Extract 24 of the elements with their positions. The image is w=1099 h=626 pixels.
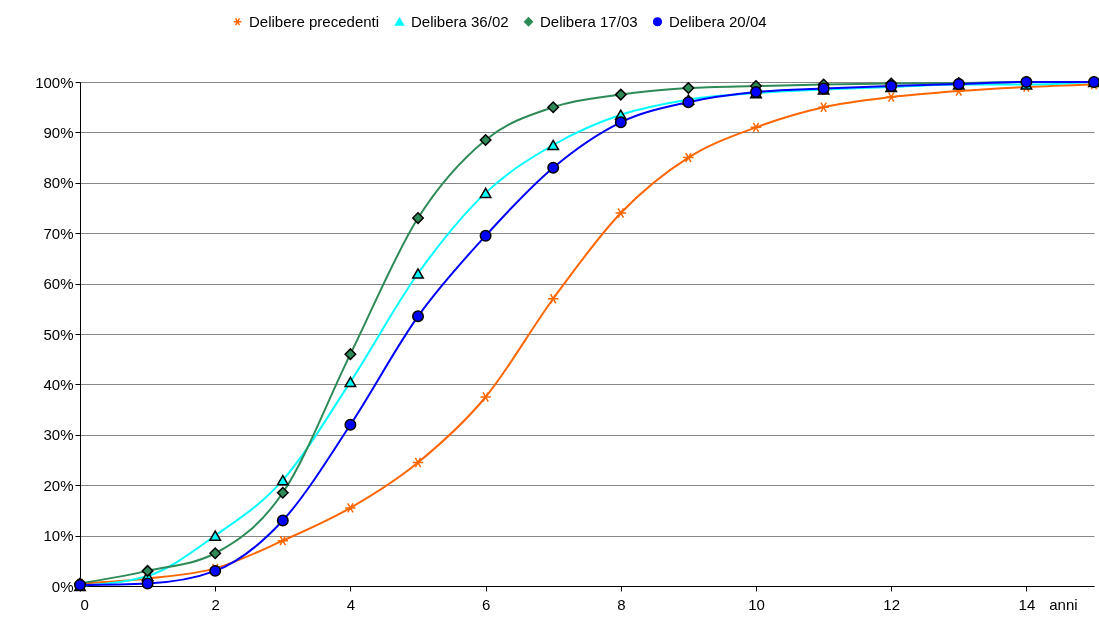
x-axis-title: anni [1049, 595, 1078, 613]
y-tick-label: 100% [35, 73, 74, 91]
x-tick-label: 4 [346, 595, 356, 613]
x-tick-label: 8 [617, 595, 626, 613]
y-tick-label: 50% [43, 325, 74, 343]
x-tick-label: 10 [748, 595, 765, 613]
x-tick-label: 0 [80, 595, 89, 613]
y-tick-label: 60% [43, 275, 74, 293]
y-tick-label: 80% [43, 174, 74, 192]
x-tick-label: 6 [481, 595, 491, 613]
y-tick-label: 40% [43, 375, 74, 393]
y-tick-label: 0% [51, 577, 74, 595]
legend-label: Delibere precedenti [249, 12, 380, 30]
x-tick-label: 12 [883, 595, 901, 613]
legend-label: Delibera 20/04 [669, 12, 767, 30]
x-tick-label: 14 [1018, 595, 1036, 613]
legend-label: Delibera 36/02 [411, 12, 509, 30]
y-tick-label: 70% [43, 224, 74, 242]
y-tick-label: 90% [43, 123, 74, 141]
y-tick-label: 30% [43, 426, 74, 444]
y-tick-label: 20% [43, 476, 74, 494]
y-tick-label: 10% [43, 527, 74, 545]
legend-label: Delibera 17/03 [540, 12, 638, 30]
x-tick-label: 2 [211, 595, 220, 613]
